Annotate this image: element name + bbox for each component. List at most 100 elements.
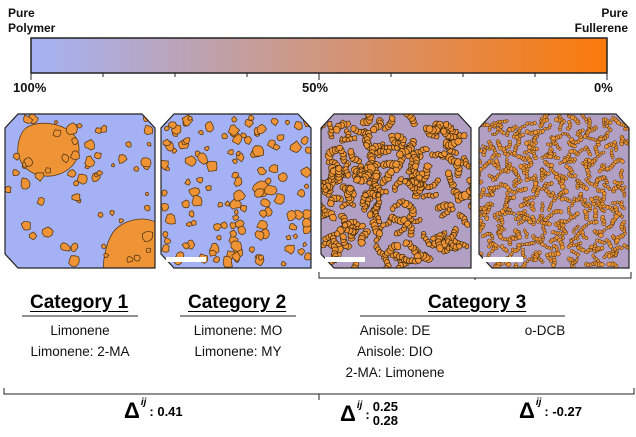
- fullerene-domain: [217, 201, 224, 208]
- fullerene-domain: [276, 134, 285, 142]
- fullerene-domain: [227, 149, 234, 156]
- fullerene-domain: [235, 150, 241, 157]
- fullerene-domain: [70, 242, 79, 252]
- fullerene-domain: [449, 206, 456, 213]
- fullerene-domain: [256, 123, 267, 135]
- fullerene-domain: [556, 145, 560, 150]
- fullerene-domain: [71, 137, 79, 146]
- category-3-title: Category 3: [428, 292, 527, 313]
- fullerene-domain: [385, 148, 392, 155]
- fullerene-domain: [103, 253, 110, 258]
- fullerene-domain: [432, 192, 439, 198]
- fullerene-domain: [285, 234, 292, 241]
- fullerene-domain: [533, 257, 539, 263]
- fullerene-domain: [516, 234, 522, 240]
- fullerene-domain: [231, 158, 238, 165]
- fullerene-domain: [20, 177, 31, 190]
- fullerene-domain: [507, 139, 513, 144]
- fullerene-domain: [479, 218, 484, 224]
- fullerene-domain: [352, 176, 361, 184]
- fullerene-domain: [468, 163, 471, 171]
- fullerene-domain: [550, 229, 555, 235]
- fullerene-domain: [188, 210, 195, 218]
- fullerene-domain: [65, 122, 78, 135]
- fullerene-domain: [145, 247, 152, 254]
- fullerene-domain: [216, 234, 222, 241]
- fullerene-domain: [483, 210, 487, 215]
- fullerene-domain: [608, 120, 613, 125]
- fullerene-domain: [272, 143, 281, 151]
- fullerene-domain: [584, 145, 589, 150]
- fullerene-domain: [612, 247, 617, 252]
- fullerene-domain: [527, 219, 533, 225]
- fullerene-domain: [206, 160, 218, 172]
- fullerene-domain: [559, 219, 565, 224]
- fullerene-domain: [568, 149, 574, 154]
- fullerene-domain: [392, 160, 400, 168]
- fullerene-domain: [233, 208, 239, 215]
- fullerene-domain: [572, 230, 576, 234]
- fullerene-domain: [550, 135, 556, 141]
- fullerene-domain: [580, 230, 585, 235]
- fullerene-domain: [500, 208, 505, 214]
- fullerene-domain: [490, 192, 495, 197]
- fullerene-domain: [525, 174, 529, 179]
- fullerene-domain: [146, 141, 152, 147]
- fullerene-domain: [197, 152, 209, 165]
- fullerene-domain: [204, 121, 214, 133]
- fullerene-domain: [67, 169, 77, 178]
- fullerene-domain: [595, 230, 599, 234]
- fullerene-domain: [614, 237, 620, 244]
- fullerene-domain: [562, 158, 567, 164]
- fullerene-domain: [71, 193, 81, 202]
- fullerene-domain: [601, 191, 607, 196]
- fullerene-domain: [494, 158, 499, 164]
- fullerene-domain: [230, 240, 242, 252]
- category-2-solvent-list: Limonene: MO Limonene: MY: [160, 320, 316, 362]
- fullerene-domain: [430, 235, 437, 242]
- fullerene-domain: [547, 207, 552, 212]
- delta-value-top: 0.25: [372, 399, 399, 414]
- fullerene-domain: [524, 242, 529, 246]
- fullerene-domain: [547, 154, 553, 159]
- fullerene-domain: [342, 222, 349, 229]
- solvent-item: Anisole: DE: [359, 323, 431, 338]
- fullerene-domain: [191, 195, 203, 207]
- fullerene-domain: [231, 250, 241, 263]
- fullerene-domain: [273, 193, 285, 205]
- fullerene-domain: [554, 116, 559, 123]
- fullerene-domain: [576, 252, 581, 258]
- fullerene-domain: [351, 135, 358, 141]
- fullerene-domain: [232, 214, 240, 221]
- fullerene-domain: [285, 119, 291, 126]
- fullerene-domain: [69, 150, 80, 161]
- fullerene-domain: [300, 166, 311, 179]
- fullerene-domain: [524, 129, 530, 135]
- fullerene-domain: [539, 178, 544, 183]
- pure-polymer-label: Pure Polymer: [8, 6, 56, 35]
- fullerene-domain: [608, 243, 613, 249]
- scale-bar: [166, 257, 206, 262]
- fullerene-domain: [621, 206, 626, 211]
- category-2-morphology-panel: [160, 113, 312, 269]
- fullerene-domain: [557, 195, 561, 200]
- fullerene-domain: [484, 216, 490, 222]
- fullerene-domain: [608, 127, 613, 132]
- fullerene-domain: [589, 196, 595, 202]
- category-3-solvent-list-left: Anisole: DE Anisole: DIO 2-MA: Limonene: [330, 320, 460, 383]
- fullerene-domain: [243, 136, 252, 145]
- fullerene-domain: [237, 224, 247, 236]
- fullerene-domain: [621, 220, 626, 225]
- fullerene-domain: [256, 166, 268, 176]
- fullerene-domain: [240, 132, 248, 139]
- fullerene-domain: [547, 221, 553, 227]
- fullerene-domain: [346, 185, 355, 193]
- fullerene-domain: [544, 188, 549, 193]
- fullerene-domain: [584, 185, 590, 192]
- fullerene-domain: [560, 184, 566, 190]
- fullerene-domain: [591, 253, 596, 258]
- fullerene-domain: [12, 169, 21, 177]
- fullerene-domain: [551, 262, 556, 268]
- category-1-solvent-list: Limonene Limonene: 2-MA: [0, 320, 160, 362]
